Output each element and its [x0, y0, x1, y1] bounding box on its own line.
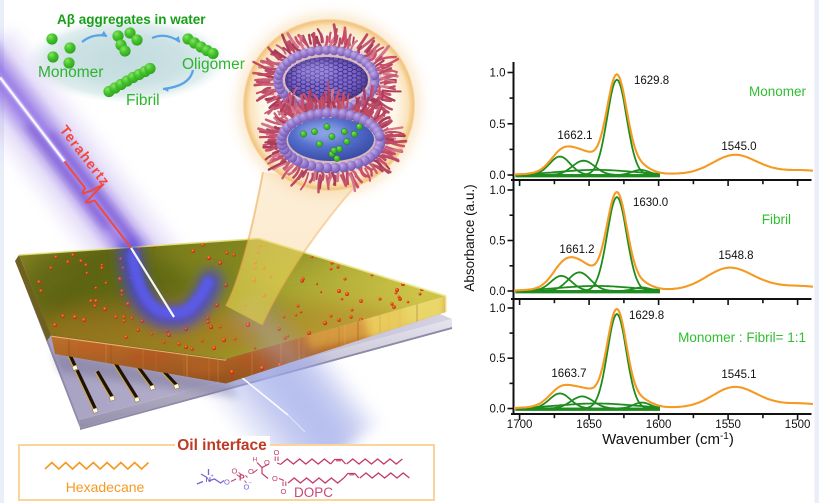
- svg-text:1.0: 1.0: [490, 68, 506, 80]
- svg-text:0.5: 0.5: [490, 236, 506, 248]
- svg-text:1661.2: 1661.2: [559, 244, 594, 256]
- svg-text:0.0: 0.0: [490, 404, 506, 416]
- svg-text:O: O: [272, 474, 278, 483]
- svg-text:1600: 1600: [646, 419, 672, 431]
- svg-text:O: O: [264, 458, 270, 467]
- svg-text:1650: 1650: [576, 419, 602, 431]
- svg-text:Wavenumber (cm-1): Wavenumber (cm-1): [602, 431, 734, 448]
- svg-text:O: O: [224, 478, 230, 487]
- svg-text:Fibril: Fibril: [762, 212, 791, 227]
- svg-text:1630.0: 1630.0: [633, 197, 668, 209]
- svg-text:0.5: 0.5: [490, 353, 506, 365]
- svg-text:DOPC: DOPC: [294, 485, 333, 500]
- svg-text:0.0: 0.0: [490, 170, 506, 182]
- svg-text:0.0: 0.0: [490, 286, 506, 298]
- svg-text:1545.0: 1545.0: [721, 141, 756, 153]
- svg-text:1500: 1500: [785, 419, 811, 431]
- svg-text:O: O: [248, 467, 254, 476]
- svg-text:1662.1: 1662.1: [557, 130, 592, 142]
- svg-text:+: +: [211, 474, 214, 480]
- svg-text:1545.1: 1545.1: [721, 369, 756, 381]
- svg-text:0.5: 0.5: [490, 119, 506, 131]
- svg-text:Hexadecane: Hexadecane: [66, 479, 145, 495]
- svg-text:1.0: 1.0: [490, 185, 506, 197]
- svg-text:O: O: [281, 487, 287, 496]
- svg-text:O: O: [232, 467, 238, 476]
- svg-text:O: O: [244, 483, 250, 492]
- svg-text:N: N: [206, 475, 211, 484]
- svg-text:1629.8: 1629.8: [634, 75, 669, 87]
- svg-text:1548.8: 1548.8: [718, 250, 753, 262]
- svg-text:Fibril: Fibril: [126, 92, 160, 109]
- svg-text:−: −: [249, 480, 252, 486]
- svg-text:1663.7: 1663.7: [551, 368, 586, 380]
- svg-text:1700: 1700: [507, 419, 533, 431]
- svg-text:Oil interface: Oil interface: [177, 437, 267, 454]
- svg-text:Absorbance (a.u.): Absorbance (a.u.): [462, 184, 477, 291]
- svg-text:Monomer: Monomer: [749, 84, 807, 99]
- svg-text:Monomer : Fibril= 1:1: Monomer : Fibril= 1:1: [678, 330, 806, 345]
- svg-text:Oligomer: Oligomer: [182, 56, 245, 73]
- svg-text:1.0: 1.0: [490, 303, 506, 315]
- svg-text:1629.8: 1629.8: [629, 310, 664, 322]
- svg-text:Aβ aggregates in water: Aβ aggregates in water: [57, 12, 206, 27]
- svg-text:O: O: [274, 448, 280, 457]
- svg-text:H: H: [253, 457, 258, 464]
- svg-text:P: P: [239, 473, 245, 483]
- svg-text:1550: 1550: [715, 419, 741, 431]
